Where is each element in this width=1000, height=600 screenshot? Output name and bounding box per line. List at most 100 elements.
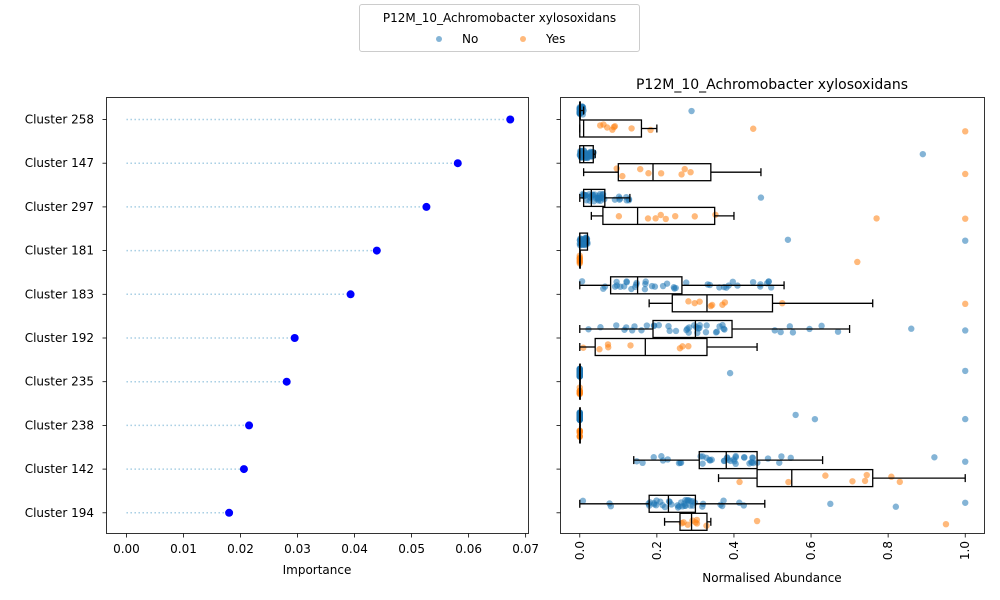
point-cluster-192-no — [672, 327, 680, 335]
outlier-cluster-297-yes — [962, 215, 969, 222]
y-tick-label-cluster-258: Cluster 258 — [25, 113, 94, 127]
point-cluster-297-yes — [691, 213, 698, 220]
box-cluster-258-yes-iqr — [579, 119, 643, 138]
point-cluster-142-no — [639, 459, 646, 467]
point-cluster-192-no — [696, 324, 703, 332]
point-cluster-142-no — [750, 459, 757, 467]
x-tick-label-0.04: 0.04 — [341, 542, 368, 556]
point-cluster-183-yes — [685, 298, 692, 305]
outlier-cluster-194-no — [962, 499, 969, 506]
point-cluster-258-yes — [610, 123, 618, 131]
point-cluster-192 — [290, 334, 299, 342]
point-cluster-194-no — [661, 503, 669, 511]
point-cluster-183-no — [749, 278, 757, 286]
point-cluster-192-no — [712, 329, 720, 336]
y-tick-label-cluster-192: Cluster 192 — [25, 331, 94, 345]
point-cluster-192-yes — [685, 342, 692, 350]
right-x-tick-label-0.6: 0.6 — [804, 541, 818, 560]
y-tick-label-cluster-181: Cluster 181 — [25, 244, 94, 258]
outlier-cluster-183-yes — [962, 300, 969, 308]
point-cluster-142-no — [724, 454, 731, 461]
outlier-cluster-238-no — [811, 415, 819, 423]
point-cluster-183-yes — [719, 301, 726, 308]
point-cluster-183-no — [578, 278, 586, 285]
outlier-cluster-297-no — [757, 194, 765, 201]
x-tick-label-0.07: 0.07 — [512, 542, 539, 556]
point-cluster-192-no — [777, 328, 784, 336]
point-cluster-192-no — [686, 324, 693, 331]
point-cluster-183-yes — [696, 298, 703, 305]
right-x-tick-label-0.2: 0.2 — [650, 541, 664, 560]
outlier-cluster-194-yes — [753, 517, 761, 525]
point-cluster-192-no — [786, 323, 794, 330]
point-cluster-142-yes — [888, 473, 895, 480]
point-cluster-194-no — [685, 497, 693, 504]
outlier-cluster-194-no — [827, 500, 834, 508]
point-cluster-194-yes — [684, 521, 691, 528]
outlier-cluster-147-yes — [962, 170, 969, 178]
point-cluster-192-yes — [676, 345, 684, 352]
box-cluster-142-no-iqr — [698, 450, 758, 470]
point-cluster-258-yes — [603, 124, 611, 131]
outlier-cluster-142-no — [931, 454, 938, 461]
outlier-cluster-297-yes — [873, 215, 880, 222]
x-tick-label-0.01: 0.01 — [170, 542, 197, 556]
right-x-tick-label-0.4: 0.4 — [727, 541, 741, 560]
point-cluster-142-no — [650, 454, 657, 461]
point-cluster-142-no — [677, 459, 684, 466]
point-cluster-183-yes — [708, 301, 716, 309]
point-cluster-183 — [346, 290, 355, 299]
outlier-cluster-192-no — [962, 327, 969, 334]
box-cluster-297-no-iqr — [582, 188, 606, 208]
right-x-tick-label-0.8: 0.8 — [881, 541, 895, 560]
outlier-cluster-194-yes — [942, 520, 950, 528]
importance-lollipop-chart: Cluster 258 Cluster 147 Cluster 297 Cluster… — [25, 97, 539, 577]
box-cluster-192-yes-iqr — [594, 337, 708, 357]
point-cluster-142-yes — [736, 478, 743, 486]
point-cluster-181 — [372, 246, 381, 255]
point-cluster-147-yes — [657, 170, 665, 177]
box-cluster-183-no-iqr — [609, 276, 683, 295]
point-cluster-194-no — [579, 497, 587, 505]
point-cluster-147-yes — [678, 171, 685, 178]
point-cluster-297-no — [623, 197, 630, 204]
point-cluster-194-no — [679, 503, 686, 510]
point-cluster-192-yes — [627, 342, 634, 349]
point-cluster-183-no — [659, 282, 667, 290]
point-cluster-192-no — [655, 321, 662, 329]
box-cluster-297-yes-iqr — [602, 206, 716, 226]
point-cluster-194-no — [646, 499, 654, 506]
point-cluster-142-yes — [863, 471, 870, 479]
outlier-cluster-258-no — [688, 107, 695, 115]
point-cluster-142-no — [776, 459, 783, 466]
point-cluster-192-no — [631, 323, 638, 330]
outlier-cluster-192-no — [908, 325, 915, 332]
x-tick-label-0.06: 0.06 — [455, 542, 482, 556]
box-cluster-194-yes-iqr — [679, 512, 708, 531]
point-cluster-142-yes — [822, 472, 829, 479]
outlier-cluster-238-no — [792, 411, 799, 419]
point-cluster-192-no — [665, 322, 672, 330]
point-cluster-142-no — [699, 460, 706, 467]
point-cluster-142-no — [732, 454, 739, 461]
point-cluster-142-no — [787, 454, 794, 462]
point-cluster-297-yes — [672, 212, 679, 220]
point-cluster-258-yes — [647, 126, 654, 134]
point-cluster-297-yes — [615, 213, 623, 220]
point-cluster-183-no — [765, 278, 772, 285]
point-cluster-183-no — [600, 285, 607, 292]
point-cluster-183-yes — [691, 299, 698, 307]
point-cluster-297 — [422, 202, 431, 211]
point-cluster-194 — [225, 508, 234, 517]
point-cluster-183-no — [613, 278, 620, 286]
point-cluster-192-yes — [605, 344, 612, 351]
point-cluster-181-no — [577, 235, 585, 243]
point-cluster-183-no — [683, 279, 690, 286]
point-cluster-192-no — [623, 324, 630, 331]
point-cluster-142-no — [703, 454, 710, 461]
point-cluster-147-yes — [645, 170, 652, 177]
point-cluster-183-no — [623, 278, 630, 286]
point-cluster-192-no — [613, 322, 620, 329]
point-cluster-147 — [453, 159, 462, 168]
